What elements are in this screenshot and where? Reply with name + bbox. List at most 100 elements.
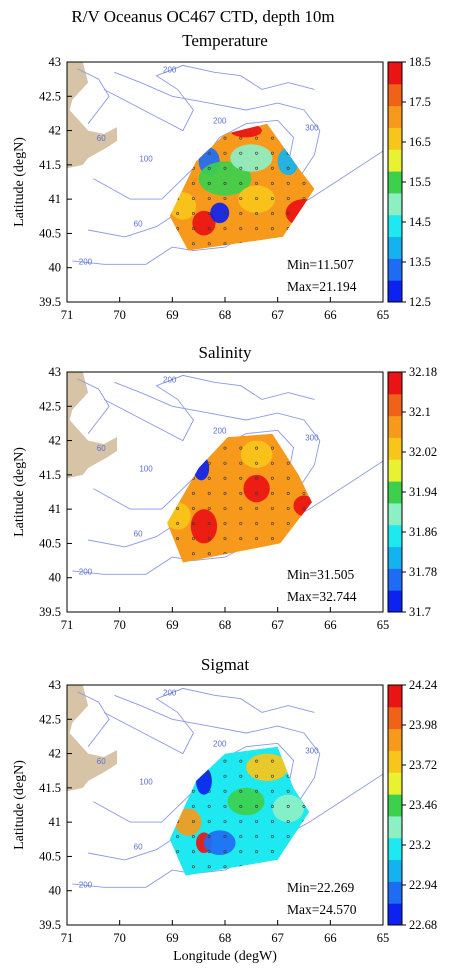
field-patch [193,455,210,481]
station-marker [270,242,274,246]
contour-label: 200 [213,427,227,436]
station-marker [239,804,243,808]
station-marker [302,522,306,526]
y-tick-label: 39.5 [39,605,61,619]
station-marker [223,212,227,216]
colorbar-segment [388,524,402,548]
station-marker [302,537,306,541]
station-marker [286,552,290,556]
colorbar-tick-label: 23.72 [409,758,437,772]
bathymetry-contour [72,773,383,888]
station-marker [302,819,306,823]
bathymetry-contour [103,374,315,442]
station-marker [270,196,274,200]
x-tick-label: 70 [113,931,126,945]
station-marker [191,774,195,778]
station-marker [207,804,211,808]
x-tick-label: 70 [113,618,126,632]
station-marker [191,227,195,231]
station-marker [191,506,195,510]
y-tick-label: 39.5 [39,918,61,932]
station-marker [270,537,274,541]
station-marker [286,136,290,140]
station-marker [302,774,306,778]
station-marker [302,461,306,465]
station-marker [207,151,211,155]
station-marker [223,461,227,465]
station-marker [239,212,243,216]
land-mass [67,372,117,479]
station-marker [207,212,211,216]
station-marker [191,552,195,556]
station-marker [286,196,290,200]
colorbar-tick-label: 32.18 [409,365,437,379]
x-tick-label: 70 [113,308,126,322]
contour-label: 200 [213,740,227,749]
colorbar-segment [388,280,402,303]
station-marker [270,774,274,778]
field-patch [167,502,191,530]
colorbar-tick-label: 17.5 [409,95,431,109]
colorbar-tick-label: 23.46 [409,798,437,812]
station-marker [239,196,243,200]
station-marker [207,446,211,450]
colorbar-tick-label: 18.5 [409,55,431,69]
station-marker [207,552,211,556]
station-marker [270,166,274,170]
station-marker [223,506,227,510]
contour-label: 300 [305,434,319,443]
station-marker [302,552,306,556]
station-marker [270,446,274,450]
colorbar-segment [388,192,402,216]
station-marker [286,759,290,763]
station-marker [191,835,195,839]
station-marker [239,819,243,823]
y-tick-label: 43 [49,365,62,379]
field-patch [230,144,273,172]
station-marker [239,166,243,170]
field-patch [198,161,252,196]
bathymetry-contour [88,71,321,238]
colorbar-segment [388,62,402,85]
station-marker [286,819,290,823]
station-marker [286,446,290,450]
station-marker [191,151,195,155]
station-marker [286,522,290,526]
x-tick-label: 65 [377,618,390,632]
station-marker [207,865,211,869]
station-marker [239,461,243,465]
y-tick-label: 41 [49,502,62,516]
colorbar-tick-label: 15.5 [409,175,431,189]
station-marker [223,835,227,839]
station-marker [255,759,259,763]
station-marker [191,242,195,246]
colorbar-segment [388,83,402,107]
colorbar-segment [388,728,402,751]
station-marker [270,865,274,869]
station-marker [270,759,274,763]
station-marker [223,196,227,200]
y-tick-label: 42 [49,434,62,448]
station-marker [255,212,259,216]
station-marker [270,819,274,823]
station-marker [239,789,243,793]
station-marker [239,446,243,450]
station-marker [270,212,274,216]
field-patch [227,787,265,816]
colorbar-tick-label: 23.98 [409,718,437,732]
station-marker [239,552,243,556]
map-area: 2006010020030060100200 [67,372,383,576]
station-marker [176,212,180,216]
colorbar-tick-label: 31.94 [409,485,438,499]
chart-panel-1: Salinity20060100200300601002007170696867… [12,343,438,632]
station-marker [191,819,195,823]
contour-label: 100 [139,154,153,163]
station-marker [255,522,259,526]
station-marker [207,850,211,854]
y-tick-label: 43 [49,678,62,692]
colorbar-segment [388,859,402,882]
station-marker [270,522,274,526]
station-marker [302,835,306,839]
station-marker [302,212,306,216]
